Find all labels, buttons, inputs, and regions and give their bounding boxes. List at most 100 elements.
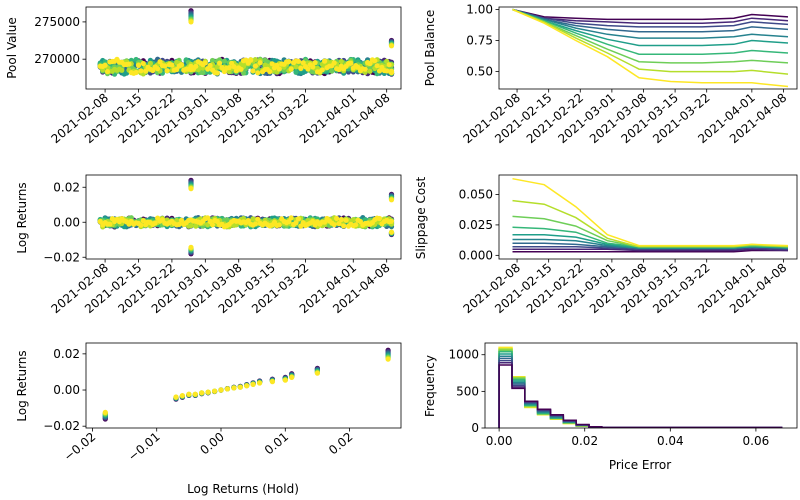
slippage-cost-series-1-line <box>512 249 788 253</box>
ylabel-pool-balance: Pool Balance <box>423 10 437 87</box>
log-returns-point <box>341 223 347 229</box>
pool-value-point <box>217 60 223 66</box>
slippage-cost-series-6-line <box>512 233 789 249</box>
pool-value-point <box>150 67 156 74</box>
returns-vs-hold-point <box>173 394 179 400</box>
returns-vs-hold-point <box>224 386 230 392</box>
log-returns-point <box>138 222 144 228</box>
log-returns-spike-point <box>188 186 194 192</box>
pool-value-point <box>300 60 306 66</box>
price-error-histogram-ytick-label: 1000 <box>448 348 479 362</box>
returns-vs-hold-point <box>269 379 275 385</box>
returns-vs-hold-point <box>205 389 211 395</box>
log-returns-point <box>209 222 216 228</box>
log-returns-ytick-label: 0.02 <box>53 180 80 194</box>
pool-value-point <box>155 66 161 72</box>
pool-balance-series-1-line <box>512 8 789 21</box>
pool-value-point <box>138 68 144 74</box>
returns-vs-hold-point <box>385 356 391 362</box>
pool-value-point <box>147 60 153 66</box>
ylabel-slippage-cost: Slippage Cost <box>414 177 428 260</box>
pool-value-frame <box>85 6 402 90</box>
log-returns-spike-point <box>388 229 395 235</box>
log-returns-point <box>188 223 194 229</box>
price-error-histogram-frame <box>484 342 798 429</box>
pool-value-point <box>143 68 149 74</box>
returns-vs-hold-point <box>199 390 205 396</box>
pool-value-point <box>257 60 263 66</box>
pool-value-point <box>348 60 354 66</box>
pool-value-point <box>288 66 294 72</box>
slippage-cost-ytick-label: 0.000 <box>459 248 493 262</box>
pool-value-point <box>162 63 168 69</box>
pool-value-point <box>319 67 325 73</box>
pool-value-point <box>238 66 244 72</box>
pool-value-point <box>226 65 232 71</box>
pool-value-point <box>386 62 392 68</box>
pool-value-point <box>221 58 227 64</box>
returns-vs-hold-point <box>314 370 320 376</box>
pool-value-spike-point <box>388 70 395 76</box>
returns-vs-hold-point <box>212 388 218 394</box>
pool-value-plot-area <box>97 8 395 77</box>
pool-value-point <box>133 69 139 76</box>
xlabel-price-error-histogram: Price Error <box>609 458 671 472</box>
ylabel-pool-value: Pool Value <box>5 17 19 79</box>
returns-vs-hold-point <box>244 383 250 389</box>
pool-balance-series-2-line <box>512 8 789 24</box>
pool-value-spike-point <box>388 43 395 49</box>
returns-vs-hold-point <box>282 377 288 383</box>
log-returns-plot-area <box>97 177 395 257</box>
price-error-histogram-series-10-step <box>498 364 783 428</box>
pool-balance-series-9-line <box>512 8 789 75</box>
log-returns-point <box>140 218 146 224</box>
slippage-cost-ytick-label: 0.050 <box>459 187 493 201</box>
pool-balance-ytick-label: 0.75 <box>466 34 493 48</box>
log-returns-point <box>376 215 383 222</box>
price-error-histogram-plot-area <box>498 346 783 428</box>
price-error-histogram-xtick-label: 0.04 <box>657 434 684 448</box>
log-returns-point <box>152 220 158 226</box>
pool-value-point <box>164 68 170 74</box>
log-returns-point <box>336 221 342 227</box>
pool-balance-series-4-line <box>512 8 789 33</box>
pool-value-point <box>295 58 301 64</box>
pool-balance-series-6-line <box>512 8 789 47</box>
log-returns-ytick-label: −0.02 <box>43 250 80 264</box>
pool-value-point <box>193 63 199 69</box>
panel-returns-vs-hold: Log Returns Log Returns (Hold) <box>15 350 299 496</box>
returns-vs-hold-point <box>102 409 108 415</box>
xlabel-returns-vs-hold: Log Returns (Hold) <box>187 482 299 496</box>
pool-value-point <box>267 69 273 75</box>
returns-vs-hold-ytick-label: 0.02 <box>53 347 80 361</box>
pool-value-point <box>367 61 373 67</box>
returns-vs-hold-plot-area <box>102 347 391 422</box>
log-returns-point <box>295 216 301 222</box>
returns-vs-hold-ytick-label: 0.00 <box>53 383 80 397</box>
log-returns-point <box>252 221 258 227</box>
returns-vs-hold-point <box>179 393 185 399</box>
ylabel-price-error-histogram: Frequency <box>423 355 437 417</box>
panel-pool-value: Pool Value <box>5 17 19 79</box>
price-error-histogram-ytick-label: 500 <box>456 384 479 398</box>
pool-value-point <box>135 62 142 68</box>
pool-value-point <box>331 60 337 66</box>
log-returns-point <box>334 215 340 221</box>
pool-value-point <box>104 69 111 75</box>
returns-vs-hold-point <box>250 381 256 387</box>
log-returns-point <box>193 223 199 229</box>
pool-value-point <box>209 57 216 64</box>
log-returns-point <box>286 219 292 225</box>
log-returns-point <box>338 216 344 223</box>
pool-value-point <box>231 64 237 70</box>
pool-value-ytick-label: 275000 <box>34 15 80 29</box>
log-returns-point <box>255 216 261 222</box>
log-returns-point <box>343 217 349 223</box>
slippage-cost-series-10-line <box>512 177 789 247</box>
pool-value-point <box>248 57 254 63</box>
returns-vs-hold-point <box>257 380 263 386</box>
pool-value-point <box>372 58 378 64</box>
log-returns-spike-point <box>188 244 194 250</box>
pool-value-spike-point <box>188 19 194 25</box>
pool-value-spike-point <box>188 67 194 73</box>
